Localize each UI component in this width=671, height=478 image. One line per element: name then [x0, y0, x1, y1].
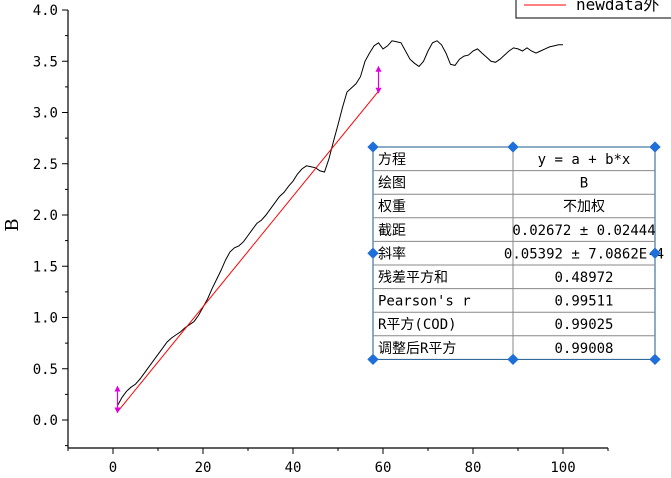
resize-handle[interactable]	[367, 141, 379, 153]
resize-handle[interactable]	[367, 247, 379, 259]
fit-table-label: R平方(COD)	[378, 317, 457, 333]
fit-table-label: 截距	[378, 223, 406, 239]
fit-table-label: 调整后R平方	[378, 341, 456, 357]
y-tick-label: 2.5	[33, 157, 58, 173]
resize-handle[interactable]	[367, 353, 379, 366]
range-marker-arrow-up	[114, 385, 121, 392]
range-marker-icon[interactable]	[114, 385, 121, 414]
range-marker-icon[interactable]	[375, 65, 382, 94]
range-marker-arrow-up	[375, 65, 382, 72]
fit-table-label: 方程	[378, 152, 406, 168]
fit-table-label: 绘图	[378, 176, 406, 192]
resize-handle[interactable]	[507, 353, 519, 366]
y-tick-label: 1.5	[33, 259, 58, 275]
y-tick-label: 1.0	[33, 311, 58, 327]
range-marker-arrow-down	[375, 87, 382, 94]
axes: 0.0 0.5 1.0 1.5 2.0 2.5 3.0 3.5 4.0 0 20 40 60 80 100 B	[2, 3, 609, 476]
fit-table-frame	[372, 146, 656, 360]
fit-table-value: 0.48972	[554, 270, 613, 286]
data-series-line	[117, 40, 563, 406]
resize-handle[interactable]	[507, 141, 519, 153]
x-tick-label: 40	[285, 460, 302, 476]
resize-handle[interactable]	[649, 141, 661, 153]
x-tick-label: 80	[465, 460, 482, 476]
series-layer	[114, 40, 563, 414]
fit-table-value: 0.02672 ± 0.02444	[512, 223, 655, 239]
legend-fit-label: newdata外	[576, 0, 659, 14]
fit-table-label: 斜率	[378, 245, 406, 262]
fit-table-label: Pearson's r	[378, 294, 471, 310]
resize-handle[interactable]	[649, 353, 661, 366]
x-tick-label: 20	[195, 460, 212, 476]
y-tick-label: 3.0	[33, 106, 58, 122]
y-tick-label: 2.0	[33, 208, 58, 224]
y-axis-title: B	[2, 218, 23, 231]
x-tick-label: 60	[375, 460, 392, 476]
fit-table-value: 0.99511	[554, 294, 613, 310]
fit-table-value: 0.05392 ± 7.0862E-4	[504, 246, 664, 262]
y-tick-label: 0.0	[33, 413, 58, 429]
fit-table-value: 不加权	[563, 199, 605, 215]
fit-table-value: y = a + b*x	[538, 152, 631, 168]
fit-table-value: B	[580, 176, 588, 192]
x-tick-label: 0	[109, 460, 117, 476]
range-marker-arrow-down	[114, 407, 121, 414]
fit-table-value: 0.99008	[554, 341, 613, 357]
y-tick-label: 0.5	[33, 362, 58, 378]
selection-handles[interactable]	[367, 141, 661, 366]
resize-handle[interactable]	[649, 247, 661, 259]
fit-line	[117, 90, 379, 413]
fit-table-label: 残差平方和	[378, 270, 448, 286]
fit-table-label: 权重	[378, 199, 406, 215]
y-tick-label: 4.0	[33, 3, 58, 19]
fit-table-value: 0.99025	[554, 317, 613, 333]
y-tick-label: 3.5	[33, 54, 58, 70]
x-tick-label: 100	[550, 460, 575, 476]
legend[interactable]: newdata外	[515, 0, 671, 19]
